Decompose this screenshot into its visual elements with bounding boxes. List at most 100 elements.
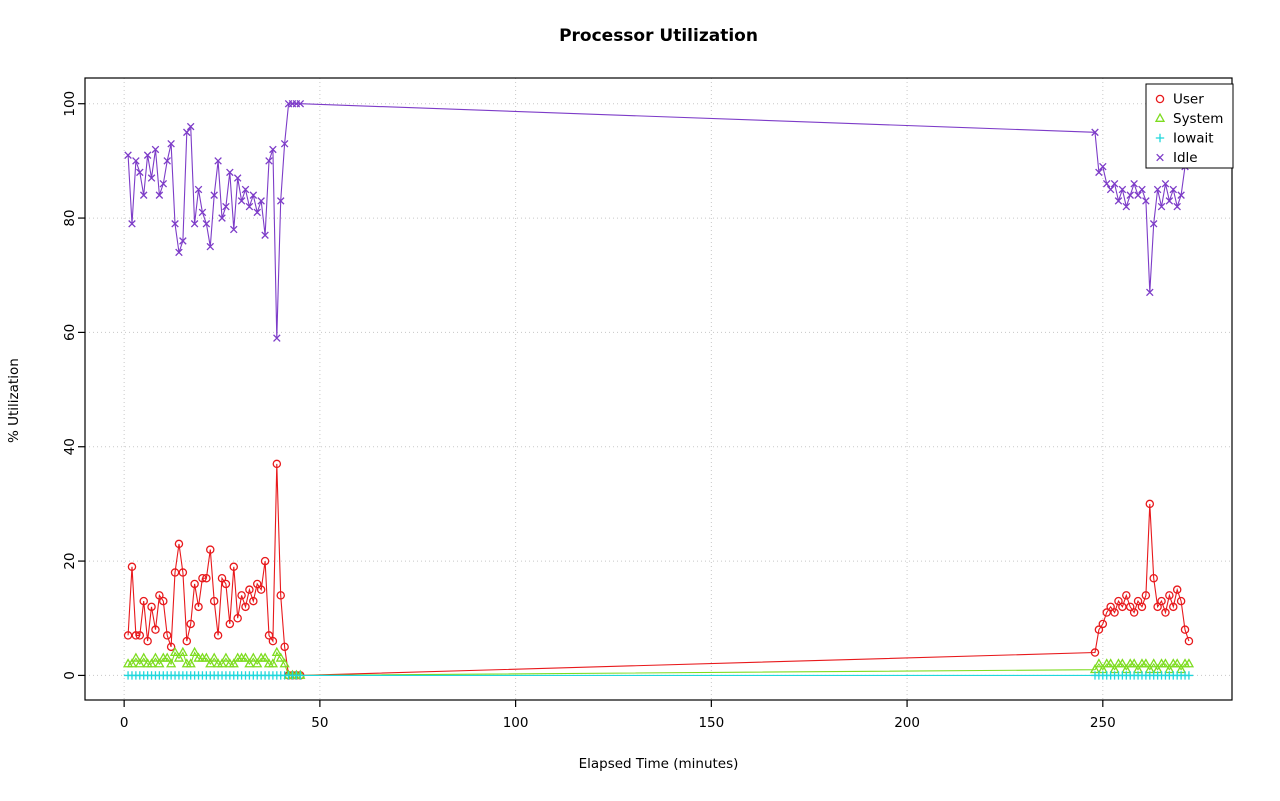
data-point-system <box>205 658 216 668</box>
data-point-idle <box>143 151 152 159</box>
data-point-user <box>1172 585 1182 594</box>
y-tick-label: 60 <box>62 324 78 341</box>
data-point-idle <box>186 122 195 131</box>
chart-title: Processor Utilization <box>559 26 758 46</box>
data-point-user <box>1157 596 1166 606</box>
series-line-idle <box>127 103 1190 339</box>
data-point-user <box>1090 648 1100 657</box>
data-point-user <box>252 579 262 589</box>
x-tick-label: 100 <box>503 715 529 731</box>
data-point-user <box>194 602 203 612</box>
data-point-user <box>260 556 270 566</box>
data-point-idle <box>245 202 254 211</box>
data-point-user <box>1149 573 1158 583</box>
data-point-idle <box>147 174 156 182</box>
series-idle <box>124 99 1193 342</box>
data-point-user <box>249 596 258 606</box>
legend-marker-system <box>1154 112 1166 122</box>
series-user <box>123 459 1194 680</box>
data-point-idle <box>257 197 265 205</box>
data-point-user <box>276 591 285 600</box>
data-point-system <box>166 658 177 668</box>
data-point-system <box>244 658 255 668</box>
legend: User System Iowait Idle <box>1145 83 1234 169</box>
data-point-system <box>252 658 263 668</box>
data-point-idle <box>269 145 277 154</box>
data-point-idle <box>202 220 211 228</box>
data-point-user <box>147 602 156 612</box>
data-point-idle <box>237 197 246 205</box>
data-point-idle <box>1161 180 1170 188</box>
data-point-system <box>1140 658 1151 668</box>
data-point-user <box>143 636 152 646</box>
data-point-user <box>1145 499 1155 509</box>
x-tick-label: 0 <box>120 715 129 731</box>
data-point-idle <box>128 220 136 228</box>
data-point-idle <box>198 208 207 217</box>
data-point-user <box>202 573 211 583</box>
data-point-system <box>1129 658 1140 668</box>
data-point-system <box>279 658 290 668</box>
data-point-idle <box>233 174 242 182</box>
data-point-system <box>1183 658 1195 668</box>
data-point-system <box>228 658 239 668</box>
data-point-user <box>162 631 172 640</box>
data-point-user <box>229 562 239 572</box>
legend-label-idle: Idle <box>1173 150 1198 166</box>
data-point-user <box>221 579 231 589</box>
data-point-system <box>1117 658 1128 668</box>
axis-box <box>84 77 1233 701</box>
data-point-user <box>241 602 250 612</box>
legend-label-system: System <box>1173 111 1223 127</box>
data-point-idle <box>1157 202 1166 211</box>
data-point-idle <box>1173 202 1181 211</box>
data-point-system <box>1105 658 1116 668</box>
legend-marker-iowait <box>1155 133 1165 143</box>
data-point-system <box>1148 658 1159 668</box>
data-point-idle <box>124 151 132 159</box>
data-point-user <box>1176 596 1186 606</box>
data-point-idle <box>1138 185 1146 194</box>
series-iowait <box>123 671 1194 680</box>
data-point-user <box>1125 602 1135 612</box>
data-point-system <box>126 658 138 668</box>
data-point-system <box>154 658 165 668</box>
series-system <box>122 646 1195 679</box>
data-point-system <box>138 652 149 662</box>
data-point-user <box>1165 591 1174 600</box>
x-tick-label: 250 <box>1090 715 1116 731</box>
data-point-user <box>209 596 219 606</box>
x-axis-label: Elapsed Time (minutes) <box>578 756 739 772</box>
data-point-idle <box>1146 288 1154 297</box>
data-point-system <box>173 652 185 662</box>
data-point-idle <box>151 145 160 154</box>
data-point-user <box>268 636 278 646</box>
y-tick-label: 0 <box>62 671 78 680</box>
data-point-idle <box>1106 185 1115 194</box>
grid-lines <box>85 78 1232 700</box>
data-point-user <box>1129 608 1139 617</box>
data-point-user <box>1137 602 1147 612</box>
data-point-user <box>1114 596 1123 606</box>
data-point-user <box>233 613 242 623</box>
data-point-system <box>201 652 212 662</box>
data-point-idle <box>226 168 234 177</box>
data-point-system <box>267 658 279 668</box>
data-point-idle <box>1169 185 1178 194</box>
data-point-idle <box>155 191 164 199</box>
legend-marker-user <box>1155 94 1165 104</box>
data-point-idle <box>1110 180 1119 188</box>
data-point-user <box>135 631 145 640</box>
data-point-system <box>185 658 196 668</box>
data-point-idle <box>214 157 222 165</box>
data-point-idle <box>159 180 168 188</box>
data-point-idle <box>139 191 148 199</box>
data-point-user <box>151 625 160 634</box>
data-point-user <box>264 631 274 640</box>
data-point-user <box>237 591 246 600</box>
data-point-idle <box>1134 191 1142 199</box>
data-point-idle <box>1149 220 1158 228</box>
data-point-user <box>245 585 254 594</box>
data-point-user <box>225 619 235 629</box>
